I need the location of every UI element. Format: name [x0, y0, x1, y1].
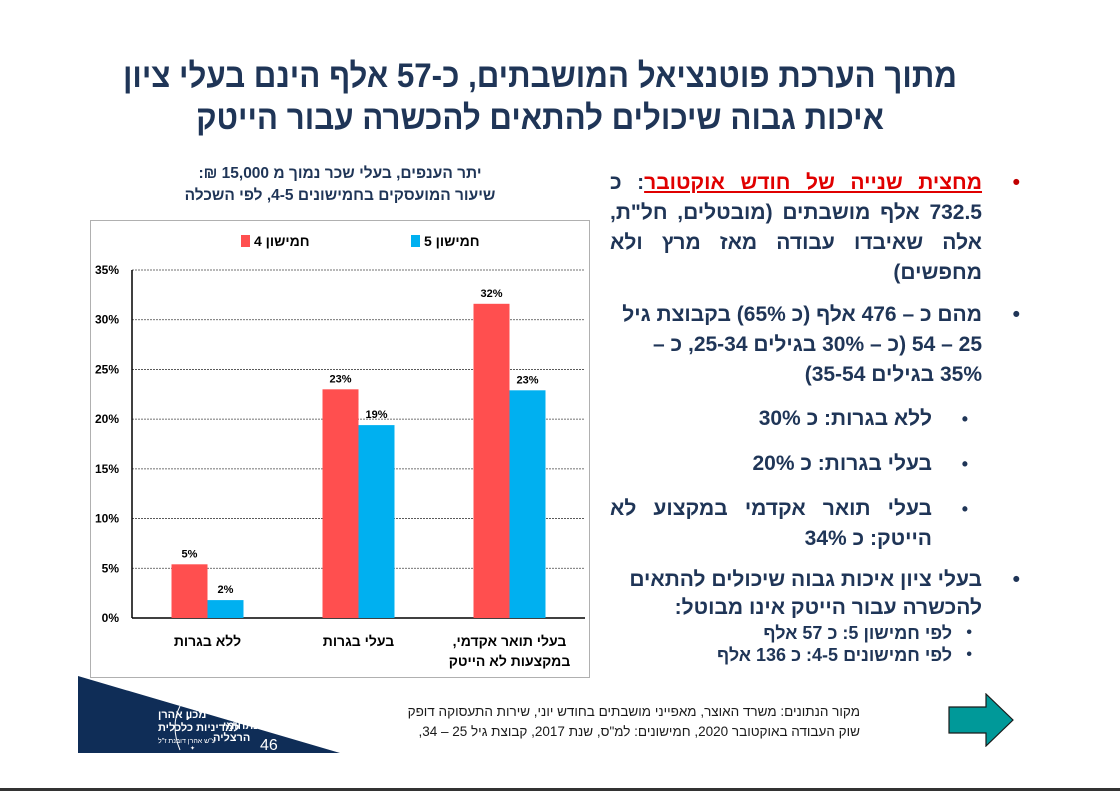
bullet-october: • מחצית שנייה של חודש אוקטובר: כ 732.5 א… [610, 168, 1020, 288]
bar-quintile-5 [358, 425, 395, 618]
x-tick-label: ללא בגרות [174, 633, 241, 649]
x-tick-label: בעלי בגרות [323, 633, 395, 649]
star-icon: ✦ [190, 745, 195, 752]
bullet-high-score: • בעלי ציון איכות גבוה שיכולים להתאים לה… [610, 566, 1020, 622]
x-tick-label: במקצעות לא הייטק [449, 653, 571, 669]
source-line-2: שוק העבודה באוקטובר 2020, חמישונים: למ"ס… [418, 724, 860, 739]
bullet-dot: • [961, 409, 968, 429]
institute-logo: מכון אהרן למדיניות כלכלית ע"ש אהרן דובנת… [78, 676, 340, 753]
bar-quintile-4 [171, 564, 208, 618]
data-label: 23% [329, 373, 351, 385]
y-tick-label: 35% [95, 263, 119, 277]
legend-swatch-quintile-4 [241, 235, 250, 247]
bullet-dot: • [966, 624, 972, 641]
bullet-dot: • [961, 499, 968, 519]
bar-chart: חמישון 4 חמישון 5 0% 5% 10% 15% 20% 25% 30% 35%… [90, 220, 590, 678]
sub-bullet-matriculation: • בעלי בגרות: כ 20% [610, 449, 1020, 479]
star-icon: ✦ [193, 704, 201, 714]
y-tick-label: 30% [95, 313, 119, 327]
data-label: 5% [182, 548, 198, 560]
y-tick-label: 25% [95, 362, 119, 376]
y-tick-label: 0% [102, 611, 120, 625]
data-label: 32% [480, 288, 502, 300]
logo-line-4: הבינתחומי [223, 720, 276, 732]
sub-bullet-no-matriculation: • ללא בגרות: כ 30% [610, 404, 1020, 434]
chart-legend: חמישון 4 חמישון 5 [91, 233, 591, 253]
data-label: 23% [516, 374, 538, 386]
bottom-divider [0, 788, 1120, 791]
legend-swatch-quintile-5 [411, 235, 420, 247]
y-tick-label: 20% [95, 412, 119, 426]
legend-label-quintile-5: חמישון 5 [424, 233, 480, 249]
title-line-2: איכות גבוה שיכולים להתאים להכשרה עבור הי… [196, 99, 884, 137]
bullet-october-text: : כ 732.5 אלף מושבתים (מובטלים, חל"ת, אל… [610, 171, 982, 284]
legend-label-quintile-4: חמישון 4 [254, 233, 310, 249]
y-tick-label: 10% [95, 512, 119, 526]
bullet-dot: • [966, 646, 972, 663]
logo-arc [174, 705, 181, 751]
legend-item-quintile-4: חמישון 4 [241, 233, 310, 249]
slide-title: מתוך הערכת פוטנציאל המושבתים, כ-57 אלף ה… [98, 55, 981, 139]
data-label: 19% [365, 409, 387, 421]
sub-bullet-academic: • בעלי תואר אקדמי במקצוע לא הייטק: כ 34% [610, 494, 1020, 554]
source-line-1: מקור הנתונים: משרד האוצר, מאפייני מושבתי… [407, 704, 860, 719]
bullet-dot: • [961, 454, 968, 474]
chart-title-line-2: שיעור המועסקים בחמישונים 4-5, לפי השכלה [184, 187, 496, 204]
bullet-high-score-text: בעלי ציון איכות גבוה שיכולים להתאים להכש… [629, 568, 982, 619]
chart-title-line-1: יתר הענפים, בעלי שכר נמוך מ 15,000 ₪: [198, 165, 482, 182]
bullet-dot: • [1012, 303, 1020, 326]
sub-bullet-text: בעלי בגרות: כ 20% [752, 452, 932, 475]
sub-bullet-text: לפי חמישון 5: כ 57 אלף [763, 623, 952, 643]
logo-line-1: מכון אהרן [158, 709, 206, 721]
bullet-age-group: • מהם כ – 476 אלף (כ 65%) בקבוצת גיל 25 … [610, 300, 1020, 390]
chart-plot: 0% 5% 10% 15% 20% 25% 30% 35% 5% 2% ללא בגרות 23% 19… [95, 263, 585, 669]
bullet-october-highlight: מחצית שנייה של חודש אוקטובר [644, 171, 983, 194]
x-tick-label: בעלי תואר אקדמי, [453, 633, 567, 649]
title-line-1: מתוך הערכת פוטנציאל המושבתים, כ-57 אלף ה… [122, 57, 957, 95]
bullet-list: • מחצית שנייה של חודש אוקטובר: כ 732.5 א… [610, 168, 1020, 666]
data-source: מקור הנתונים: משרד האוצר, מאפייני מושבתי… [330, 702, 860, 742]
arrow-right-icon[interactable] [948, 693, 1014, 747]
logo-line-2: למדיניות כלכלית [158, 721, 239, 734]
chart-title: יתר הענפים, בעלי שכר נמוך מ 15,000 ₪: שי… [90, 163, 590, 207]
y-tick-label: 15% [95, 462, 119, 476]
sub-bullet-quintile-5: • לפי חמישון 5: כ 57 אלף [610, 622, 1020, 644]
data-label: 2% [218, 584, 234, 596]
next-arrow-button[interactable] [948, 693, 1014, 747]
bullet-dot: • [1012, 171, 1020, 194]
bullet-age-group-text: מהם כ – 476 אלף (כ 65%) בקבוצת גיל 25 – … [622, 303, 982, 386]
logo-background [78, 676, 340, 753]
bullet-dot: • [1012, 568, 1020, 591]
sub-bullet-text: ללא בגרות: כ 30% [758, 407, 932, 430]
logo-line-3: ע"ש אהרן דובנת ז"ל [158, 737, 216, 745]
sub-bullet-text: לפי חמישונים 4-5: כ 136 אלף [717, 645, 952, 665]
page-number: 46 [260, 737, 278, 753]
bar-quintile-4 [473, 303, 510, 618]
sub-bullet-text: בעלי תואר אקדמי במקצוע לא הייטק: כ 34% [610, 497, 932, 550]
sub-bullet-quintiles-4-5: • לפי חמישונים 4-5: כ 136 אלף [610, 644, 1020, 666]
bar-quintile-5 [207, 600, 244, 618]
legend-item-quintile-5: חמישון 5 [411, 233, 480, 249]
bar-quintile-4 [322, 389, 359, 618]
y-tick-label: 5% [102, 561, 120, 575]
logo-line-5: הרצליה [213, 731, 250, 744]
bar-quintile-5 [509, 390, 546, 618]
star-icon: ✦ [186, 715, 191, 722]
